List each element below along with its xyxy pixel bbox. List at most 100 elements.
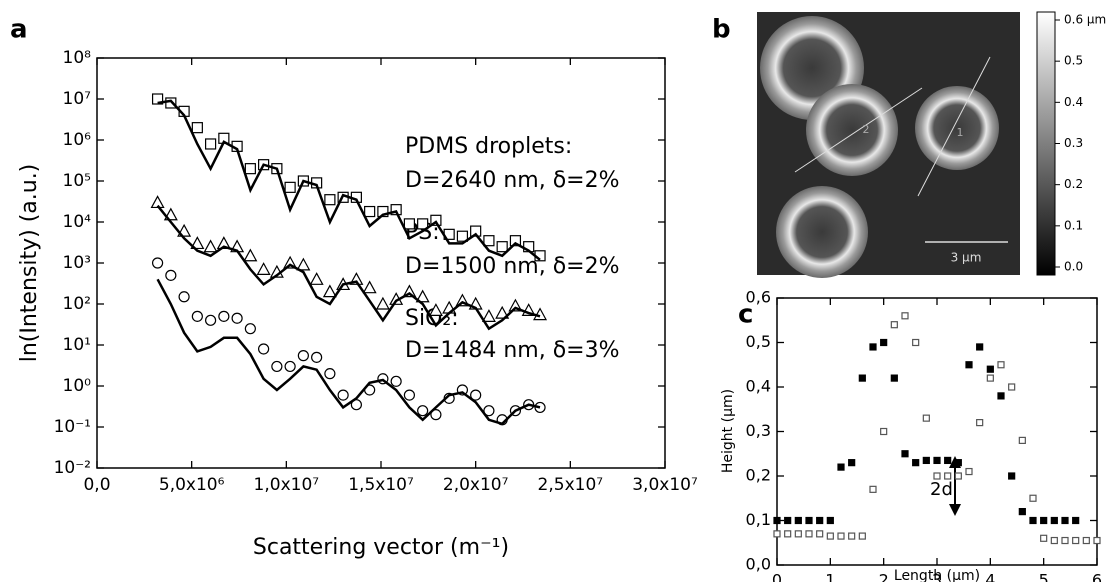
point	[244, 163, 256, 175]
point	[976, 343, 984, 351]
point	[837, 532, 845, 540]
point	[216, 236, 231, 250]
profile-line	[794, 87, 923, 173]
point	[256, 262, 271, 275]
point	[1008, 383, 1016, 391]
point	[481, 309, 496, 322]
x-tick-label: 1	[825, 571, 835, 582]
point	[296, 257, 311, 271]
point	[284, 360, 296, 373]
point	[483, 235, 495, 247]
y-tick-label: 10⁴	[63, 212, 92, 232]
y-tick-label: 0,2	[746, 466, 771, 485]
point	[190, 236, 205, 250]
point	[1029, 494, 1037, 502]
point	[1061, 536, 1069, 545]
point	[944, 456, 952, 465]
scale-bar-label: 3 µm	[951, 251, 982, 265]
point	[377, 205, 389, 218]
point	[890, 321, 898, 329]
y-tick-label: 10⁻¹	[54, 417, 91, 437]
point	[1072, 536, 1080, 545]
y-axis-label: ln(Intensity) (a.u.)	[17, 164, 42, 363]
point	[944, 472, 952, 480]
point	[1072, 516, 1080, 525]
y-tick-label: 10¹	[63, 335, 91, 355]
point	[428, 303, 443, 316]
colorbar	[1036, 11, 1056, 276]
x-axis-label: Length (µm)	[894, 568, 980, 582]
point	[178, 291, 190, 303]
y-tick-label: 0,6	[746, 288, 771, 307]
point	[922, 456, 930, 465]
point	[205, 138, 217, 150]
point	[954, 459, 962, 467]
colorbar-tick-label: 0.6 µm	[1064, 13, 1106, 27]
point	[258, 343, 270, 355]
point	[826, 532, 834, 540]
point	[965, 361, 973, 369]
point	[165, 97, 177, 109]
point	[403, 218, 415, 230]
point	[403, 389, 415, 401]
point	[869, 343, 877, 351]
point	[773, 530, 781, 538]
colorbar-tick-label: 0.0	[1064, 260, 1083, 274]
point	[976, 419, 984, 427]
point	[244, 323, 256, 335]
point	[880, 338, 888, 347]
x-tick-label: 5,0x10⁶	[159, 475, 225, 495]
point	[794, 516, 802, 525]
x-tick-label: 4	[985, 571, 995, 582]
line-label: 2	[863, 123, 870, 136]
point	[483, 405, 495, 417]
annotation: D=1500 nm, δ=2%	[405, 254, 620, 279]
colorbar-tick-label: 0.4	[1064, 95, 1083, 109]
line-label: 1	[957, 126, 964, 139]
point	[1061, 516, 1069, 525]
point	[271, 360, 283, 373]
point	[858, 532, 866, 540]
point	[390, 204, 402, 216]
point	[997, 392, 1005, 400]
point	[1018, 436, 1026, 444]
y-tick-label: 10³	[63, 253, 91, 273]
y-tick-label: 10⁵	[63, 171, 91, 191]
point	[784, 516, 792, 525]
colorbar-tick-label: 0.1	[1064, 218, 1083, 232]
point	[324, 368, 336, 380]
point	[496, 241, 508, 253]
point	[415, 289, 430, 303]
point	[284, 181, 296, 193]
point	[1082, 536, 1090, 545]
point	[816, 530, 824, 538]
panel-label: b	[712, 15, 731, 45]
y-axis-label: Height (µm)	[720, 389, 736, 473]
point	[858, 374, 866, 382]
point	[430, 409, 442, 421]
y-tick-label: 10⁻²	[54, 458, 91, 478]
particle	[776, 186, 868, 278]
point	[805, 530, 813, 538]
point	[965, 467, 973, 476]
y-tick-label: 0,1	[746, 510, 771, 529]
x-tick-label: 3,0x10⁷	[632, 475, 698, 495]
point	[784, 530, 792, 538]
x-tick-label: 1,5x10⁷	[348, 475, 414, 495]
profile-line	[917, 56, 991, 197]
point	[364, 205, 376, 218]
point	[986, 374, 994, 382]
x-axis-label: Scattering vector (m⁻¹)	[253, 535, 509, 560]
y-tick-label: 10⁷	[63, 89, 92, 109]
point	[231, 312, 243, 324]
point	[324, 194, 336, 206]
x-tick-label: 0	[772, 571, 782, 582]
particle	[806, 84, 898, 176]
colorbar-tick-label: 0.2	[1064, 177, 1083, 191]
particle	[915, 86, 999, 170]
point	[869, 485, 877, 493]
point	[1093, 536, 1101, 545]
afm-image: 3 µm 1 2	[757, 11, 1056, 278]
point	[311, 351, 323, 363]
